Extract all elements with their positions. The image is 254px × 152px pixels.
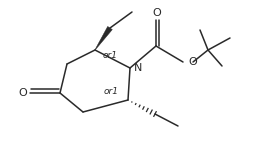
Text: O: O [188,57,197,67]
Text: O: O [153,8,161,18]
Polygon shape [95,26,112,50]
Text: or1: or1 [103,52,118,60]
Text: or1: or1 [104,88,119,97]
Text: N: N [134,63,142,73]
Text: O: O [19,88,27,98]
